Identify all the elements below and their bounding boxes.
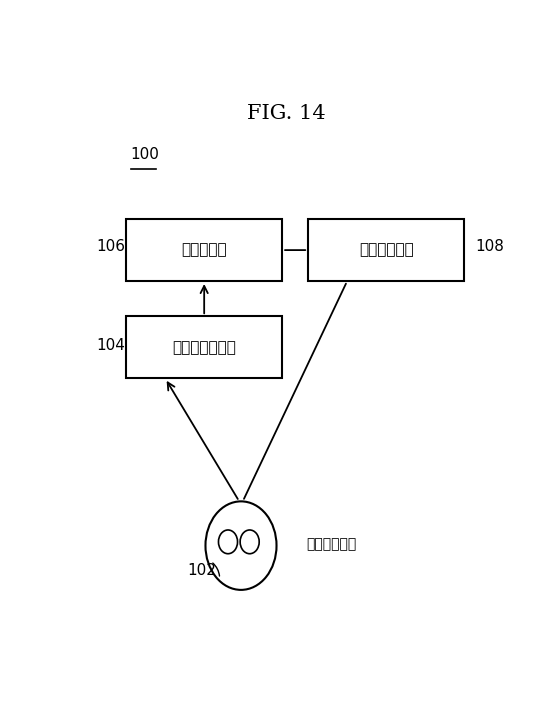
Text: オブザーバー: オブザーバー — [306, 537, 356, 551]
Bar — [308, 219, 464, 281]
Bar — [126, 219, 282, 281]
Text: 100: 100 — [130, 147, 159, 163]
Text: 注視キャプチャ: 注視キャプチャ — [172, 340, 236, 355]
Text: FIG. 14: FIG. 14 — [247, 104, 326, 123]
Text: プロセッサ: プロセッサ — [181, 243, 227, 257]
Circle shape — [206, 501, 277, 590]
Text: ディスプレイ: ディスプレイ — [359, 243, 414, 257]
Circle shape — [240, 530, 259, 554]
Text: 102: 102 — [187, 564, 216, 578]
Text: 108: 108 — [475, 238, 504, 254]
Text: 106: 106 — [96, 238, 125, 254]
Bar — [126, 316, 282, 379]
Text: 104: 104 — [96, 339, 125, 353]
Circle shape — [219, 530, 238, 554]
